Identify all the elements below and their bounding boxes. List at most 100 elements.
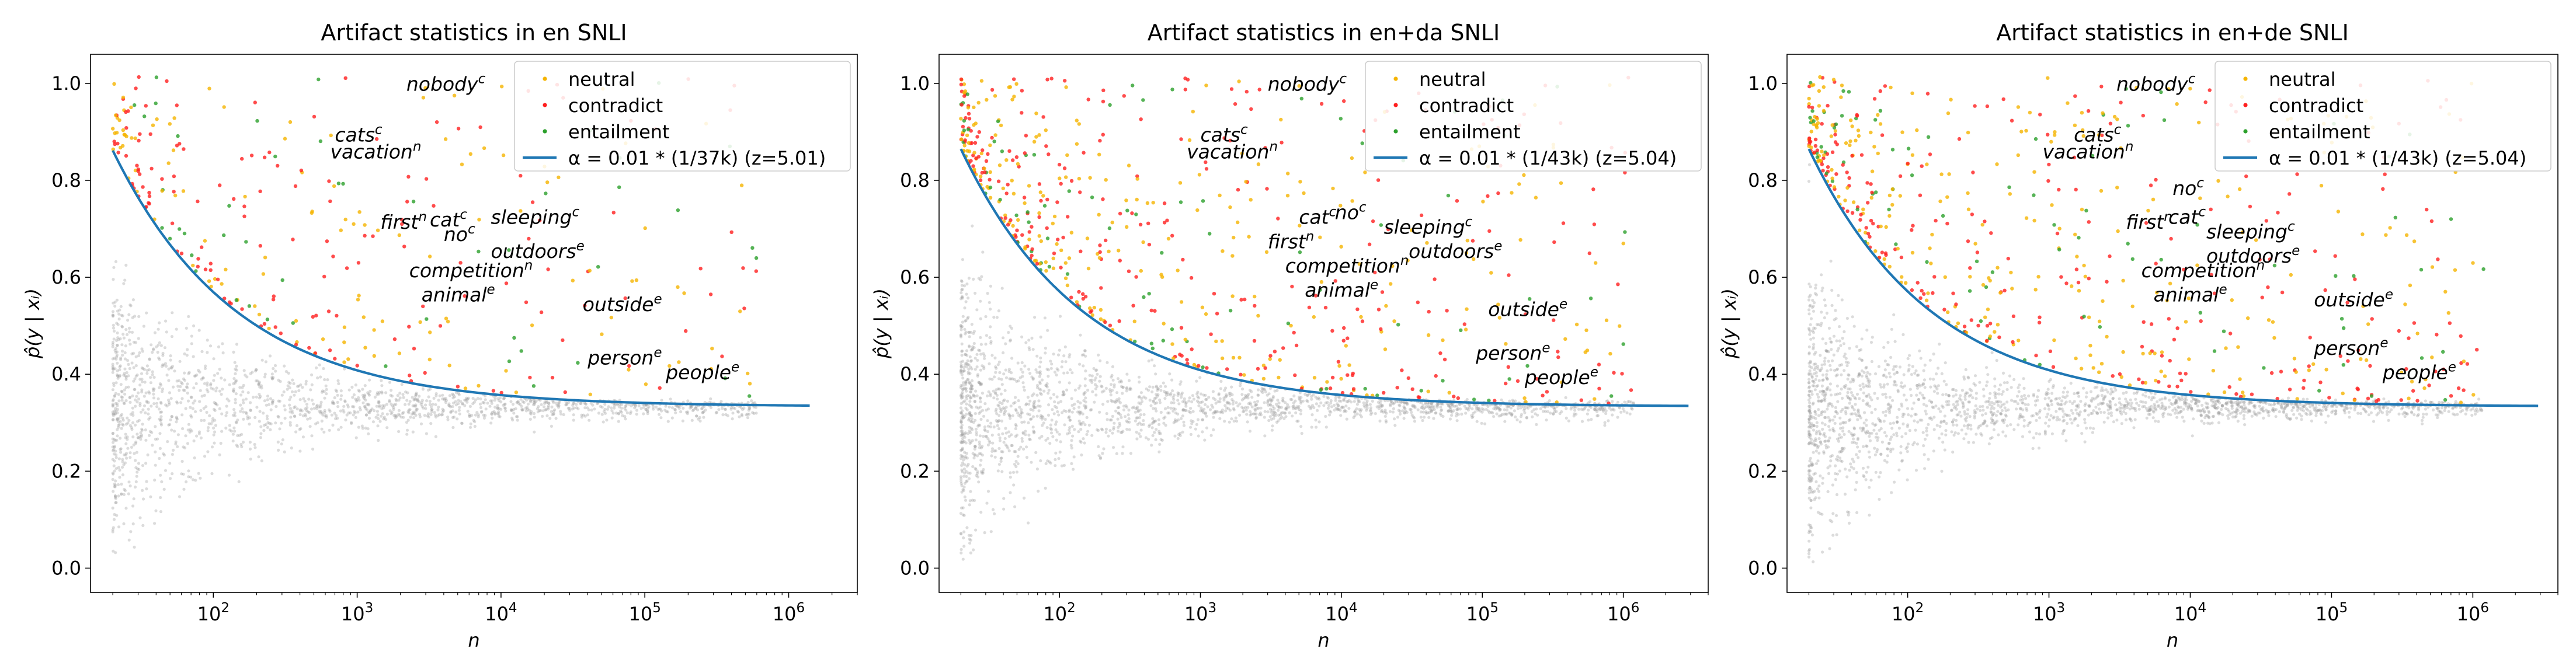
background-point xyxy=(1284,415,1288,418)
background-point xyxy=(1594,408,1597,411)
point-neutral xyxy=(1183,337,1187,341)
background-point xyxy=(602,410,606,413)
background-point xyxy=(975,308,979,312)
point-neutral xyxy=(972,151,976,155)
background-point xyxy=(214,424,218,427)
point-contradict xyxy=(294,343,298,347)
background-point xyxy=(1070,404,1074,407)
point-contradict xyxy=(432,204,436,208)
background-point xyxy=(343,367,346,371)
point-contradict xyxy=(307,346,311,350)
background-point xyxy=(1369,413,1372,416)
background-point xyxy=(380,390,384,394)
background-point xyxy=(151,348,155,351)
point-contradict xyxy=(1063,79,1067,83)
background-point xyxy=(381,412,384,416)
background-point xyxy=(985,334,988,337)
background-point xyxy=(1290,398,1294,402)
background-point xyxy=(388,409,392,413)
background-point xyxy=(1228,402,1232,406)
background-point xyxy=(1033,406,1036,409)
background-point xyxy=(1017,414,1021,417)
background-point xyxy=(989,421,993,425)
point-neutral xyxy=(1166,236,1171,241)
background-point xyxy=(1139,435,1142,438)
background-point xyxy=(203,367,207,371)
background-point xyxy=(325,388,328,392)
background-point xyxy=(1360,415,1363,418)
point-entailment xyxy=(998,197,1002,202)
background-point xyxy=(112,323,115,327)
point-neutral xyxy=(1357,262,1361,266)
background-point xyxy=(1082,404,1086,407)
background-point xyxy=(544,408,548,411)
background-point xyxy=(964,330,968,334)
point-entailment xyxy=(190,253,194,257)
background-point xyxy=(336,393,339,397)
background-point xyxy=(981,364,984,368)
background-point xyxy=(115,298,119,302)
point-contradict xyxy=(1162,201,1167,205)
background-point xyxy=(120,399,124,402)
background-point xyxy=(1190,422,1194,425)
point-contradict xyxy=(137,75,141,79)
background-point xyxy=(321,413,325,417)
background-point xyxy=(1447,410,1450,413)
background-point xyxy=(241,390,245,394)
background-point xyxy=(1336,408,1339,411)
background-point xyxy=(1286,403,1289,406)
background-point xyxy=(447,402,451,406)
background-point xyxy=(964,300,968,303)
background-point xyxy=(126,319,130,322)
x-tick-exponent: 4 xyxy=(1349,601,1358,616)
point-neutral xyxy=(1392,319,1396,323)
point-contradict xyxy=(1037,215,1041,219)
background-point xyxy=(543,402,547,405)
background-point xyxy=(1274,411,1278,415)
point-neutral xyxy=(1464,251,1469,255)
background-point xyxy=(709,406,713,409)
background-point xyxy=(1026,396,1030,399)
background-point xyxy=(686,399,690,403)
background-point xyxy=(962,366,966,369)
background-point xyxy=(729,406,733,410)
background-point xyxy=(1083,349,1087,353)
background-point xyxy=(1044,438,1048,442)
background-point xyxy=(199,436,203,440)
point-contradict xyxy=(1290,284,1294,289)
background-point xyxy=(1231,402,1235,406)
background-point xyxy=(169,397,173,400)
background-point xyxy=(961,439,964,443)
point-neutral xyxy=(1608,351,1612,356)
annotation-competition: competitionn xyxy=(1285,253,1409,277)
background-point xyxy=(969,382,972,386)
background-point xyxy=(148,392,151,395)
background-point xyxy=(664,404,668,408)
point-entailment xyxy=(512,336,516,340)
background-point xyxy=(130,426,133,430)
background-point xyxy=(967,277,971,280)
background-point xyxy=(968,355,972,359)
background-point xyxy=(979,400,982,403)
background-point xyxy=(979,446,983,449)
background-point xyxy=(1068,418,1072,422)
background-point xyxy=(584,402,588,406)
background-point xyxy=(976,454,979,458)
background-point xyxy=(346,403,349,407)
background-point xyxy=(120,324,124,328)
background-point xyxy=(981,472,985,475)
background-point xyxy=(111,367,114,371)
background-point xyxy=(1558,412,1562,416)
legend-box xyxy=(514,61,851,172)
point-neutral xyxy=(343,217,347,222)
background-point xyxy=(1270,399,1274,402)
background-point xyxy=(970,406,974,409)
background-point xyxy=(979,299,982,303)
background-point xyxy=(1102,389,1106,393)
background-point xyxy=(1498,407,1501,411)
point-neutral xyxy=(1075,118,1079,123)
background-point xyxy=(1455,411,1459,416)
background-point xyxy=(964,469,968,473)
background-point xyxy=(1621,407,1625,411)
background-point xyxy=(646,407,649,410)
